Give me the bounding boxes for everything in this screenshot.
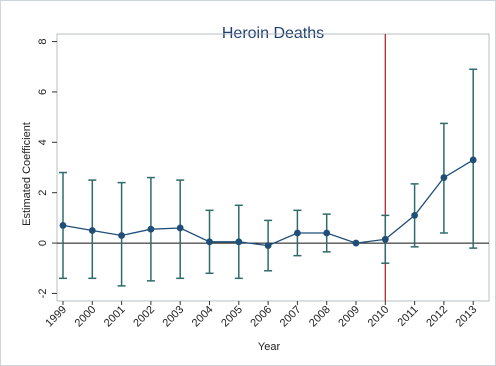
x-tick-label-2006: 2006: [248, 304, 274, 330]
plot-area: [56, 33, 490, 302]
x-tick-label-2013: 2013: [454, 304, 480, 330]
y-tick-label--2: -2: [37, 289, 49, 299]
data-point-2011: [411, 211, 418, 219]
data-point-2006: [264, 242, 272, 249]
y-tick-label-4: 4: [37, 139, 49, 145]
data-point-2000: [88, 227, 96, 234]
x-tick-label-2012: 2012: [424, 304, 450, 330]
data-point-2001: [118, 232, 125, 239]
data-point-2010: [381, 235, 389, 243]
x-tick-label-2004: 2004: [190, 304, 216, 330]
data-point-2009: [352, 239, 360, 247]
x-axis-label: Year: [258, 341, 281, 353]
x-tick-label-2000: 2000: [73, 304, 99, 330]
y-axis-label: Estimated Coefficient: [21, 122, 33, 226]
chart-title: Heroin Deaths: [222, 25, 324, 42]
x-tick-label-2001: 2001: [102, 304, 128, 330]
data-point-2002: [147, 225, 155, 233]
x-tick-label-2007: 2007: [278, 304, 304, 330]
x-tick-label-2003: 2003: [161, 304, 187, 330]
x-tick-label-2011: 2011: [396, 304, 421, 329]
data-point-2013: [469, 156, 477, 164]
x-tick-label-1999: 1999: [43, 304, 69, 330]
x-tick-label-2008: 2008: [307, 304, 333, 330]
y-tick-label-6: 6: [37, 89, 49, 95]
data-point-2007: [294, 229, 301, 237]
y-tick-label-8: 8: [37, 38, 49, 44]
data-point-2008: [323, 229, 331, 237]
x-tick-label-2010: 2010: [366, 304, 392, 330]
x-tick-label-2002: 2002: [131, 304, 157, 330]
data-point-2004: [206, 238, 213, 246]
data-point-2005: [235, 238, 243, 246]
x-tick-label-2005: 2005: [219, 304, 245, 330]
y-tick-label-0: 0: [37, 240, 49, 246]
x-tick-label-2009: 2009: [336, 304, 362, 330]
y-tick-label-2: 2: [37, 190, 49, 196]
data-point-2003: [176, 224, 184, 232]
data-point-1999: [59, 222, 67, 229]
data-point-2012: [440, 174, 448, 181]
